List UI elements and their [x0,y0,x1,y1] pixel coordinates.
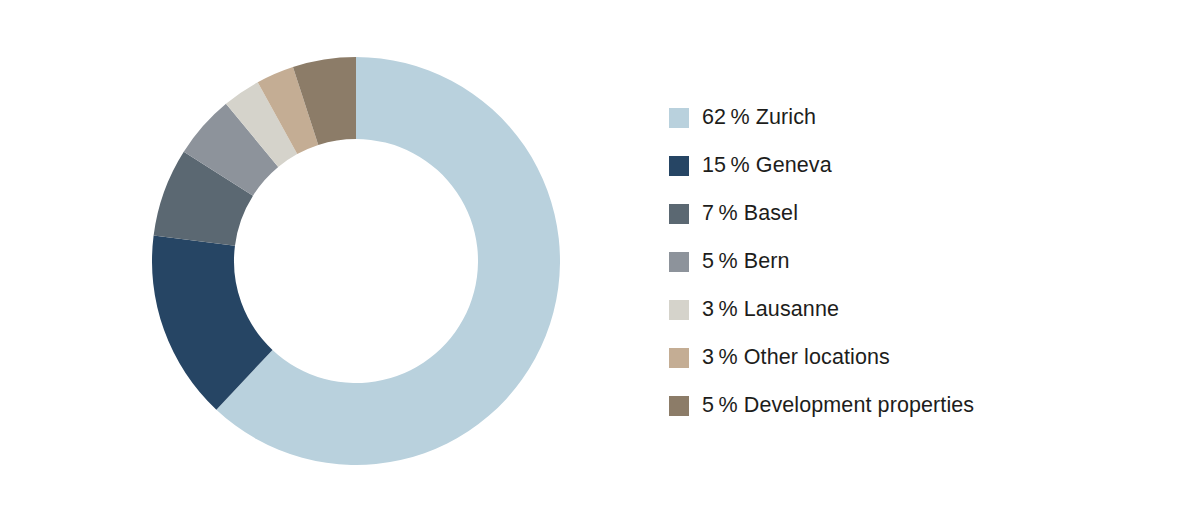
legend-swatch [669,156,689,176]
legend-item: 7 % Basel [669,190,974,238]
legend-label: 7 % Basel [702,203,798,225]
legend-item: 3 % Lausanne [669,286,974,334]
chart-legend: 62 % Zurich 15 % Geneva 7 % Basel 5 % Bern 3… [669,94,974,430]
legend-label: 5 % Bern [702,251,790,273]
legend-item: 62 % Zurich [669,94,974,142]
donut-chart-container [152,57,560,465]
legend-label: 15 % Geneva [702,155,832,177]
legend-item: 15 % Geneva [669,142,974,190]
legend-swatch [669,348,689,368]
legend-item: 5 % Development properties [669,382,974,430]
legend-label: 3 % Other locations [702,347,890,369]
legend-label: 5 % Development properties [702,395,974,417]
legend-label: 3 % Lausanne [702,299,839,321]
legend-item: 5 % Bern [669,238,974,286]
chart-figure: 62 % Zurich 15 % Geneva 7 % Basel 5 % Bern 3… [0,0,1200,520]
legend-swatch [669,108,689,128]
legend-swatch [669,204,689,224]
legend-swatch [669,300,689,320]
legend-swatch [669,252,689,272]
legend-label: 62 % Zurich [702,107,816,129]
legend-swatch [669,396,689,416]
donut-chart [152,57,560,465]
legend-item: 3 % Other locations [669,334,974,382]
